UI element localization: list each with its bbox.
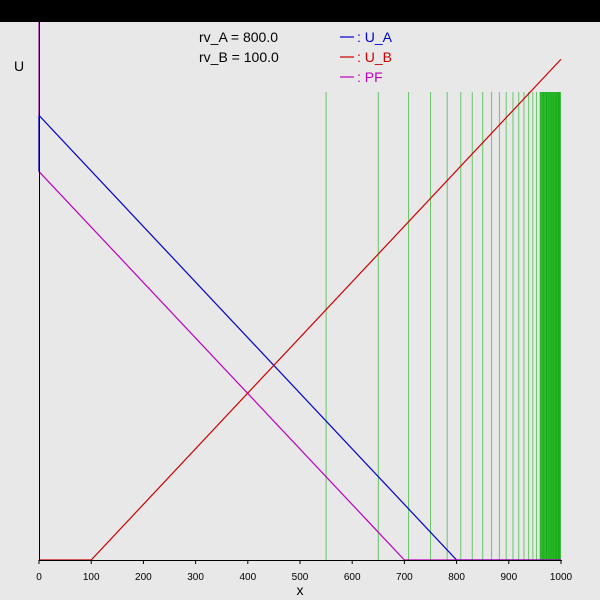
- x-tick-label: 500: [292, 572, 309, 583]
- x-tick-label: 600: [344, 572, 361, 583]
- x-tick-label: 900: [500, 572, 517, 583]
- x-tick-label: 700: [396, 572, 413, 583]
- y-axis-label: U: [14, 58, 24, 74]
- x-tick-label: 300: [187, 572, 204, 583]
- x-tick-label: 0: [36, 572, 42, 583]
- x-tick-label: 1000: [550, 572, 573, 583]
- x-axis-label: x: [297, 582, 304, 598]
- x-tick-label: 800: [448, 572, 465, 583]
- marker-line-dense-block: [540, 92, 561, 560]
- annotation-rv-a: rv_A = 800.0: [199, 29, 278, 45]
- annotation-rv-b: rv_B = 100.0: [199, 49, 279, 65]
- legend-label: : PF: [357, 69, 383, 85]
- x-tick-label: 200: [135, 572, 152, 583]
- legend: : U_A : U_B : PF: [340, 29, 393, 85]
- legend-label: : U_B: [357, 49, 392, 65]
- x-ticks: 0 100 200 300 400 500 600 700 800 900 1000: [36, 560, 573, 583]
- title-bar: [0, 0, 600, 22]
- x-tick-label: 400: [239, 572, 256, 583]
- legend-label: : U_A: [357, 29, 393, 45]
- x-tick-label: 100: [83, 572, 100, 583]
- green-marker-lines: [325, 92, 561, 560]
